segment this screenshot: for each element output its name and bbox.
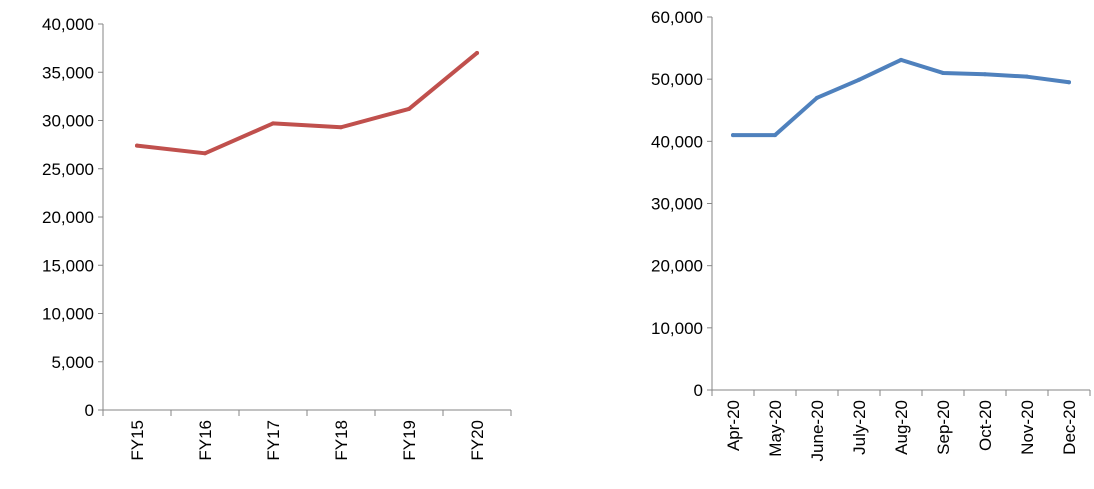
data-point xyxy=(1025,74,1029,79)
x-tick-label: FY15 xyxy=(128,420,147,461)
y-tick-label: 20,000 xyxy=(651,257,703,276)
series-line xyxy=(135,50,479,156)
data-point xyxy=(857,77,861,82)
y-tick-label: 0 xyxy=(85,401,94,420)
x-tick-label: FY20 xyxy=(468,420,487,461)
y-tick-label: 60,000 xyxy=(651,8,703,27)
series-line xyxy=(731,57,1071,138)
y-tick-label: 15,000 xyxy=(42,256,94,275)
x-tick-label: Nov-20 xyxy=(1018,400,1037,455)
x-tick-label: FY18 xyxy=(332,420,351,461)
y-tick-label: 5,000 xyxy=(51,353,94,372)
data-point xyxy=(135,143,139,148)
data-point xyxy=(983,72,987,77)
data-point xyxy=(407,106,411,111)
data-point xyxy=(941,70,945,75)
chart-right: 0 10,000 20,000 30,000 40,000 50,000 60,000 Apr… xyxy=(600,0,1094,484)
x-tick-label: June-20 xyxy=(808,400,827,461)
y-tick-label: 0 xyxy=(694,381,703,400)
x-tick-label: July-20 xyxy=(850,400,869,455)
data-point xyxy=(773,133,777,138)
data-point xyxy=(339,125,343,130)
y-tick-label: 35,000 xyxy=(42,63,94,82)
x-tick-label: Apr-20 xyxy=(724,400,743,451)
data-point xyxy=(731,133,735,138)
data-point xyxy=(815,95,819,100)
x-tick-label: FY19 xyxy=(400,420,419,461)
y-tick-label: 40,000 xyxy=(42,15,94,34)
data-point xyxy=(203,151,207,156)
y-tick-label: 30,000 xyxy=(42,112,94,131)
x-tick-label: Aug-20 xyxy=(892,400,911,455)
y-tick-label: 50,000 xyxy=(651,70,703,89)
x-tick-label: May-20 xyxy=(766,400,785,457)
x-tick-label: FY16 xyxy=(196,420,215,461)
chart-right-svg: 0 10,000 20,000 30,000 40,000 50,000 60,000 Apr… xyxy=(651,8,1091,461)
y-tick-label: 10,000 xyxy=(651,319,703,338)
data-point xyxy=(899,57,903,62)
chart-left-svg: 0 5,000 10,000 15,000 20,000 25,000 30,000 35,0… xyxy=(42,15,512,461)
x-tick-label: FY17 xyxy=(264,420,283,461)
data-point xyxy=(1067,80,1071,85)
chart-left: 0 5,000 10,000 15,000 20,000 25,000 30,000 35,0… xyxy=(0,0,540,484)
y-tick-label: 40,000 xyxy=(651,132,703,151)
x-tick-label: Oct-20 xyxy=(976,400,995,451)
y-tick-label: 30,000 xyxy=(651,195,703,214)
data-point xyxy=(271,121,275,126)
y-tick-label: 10,000 xyxy=(42,305,94,324)
y-tick-label: 20,000 xyxy=(42,208,94,227)
x-tick-label: Dec-20 xyxy=(1060,400,1079,455)
x-tick-label: Sep-20 xyxy=(934,400,953,455)
data-point xyxy=(475,50,479,55)
y-tick-label: 25,000 xyxy=(42,160,94,179)
